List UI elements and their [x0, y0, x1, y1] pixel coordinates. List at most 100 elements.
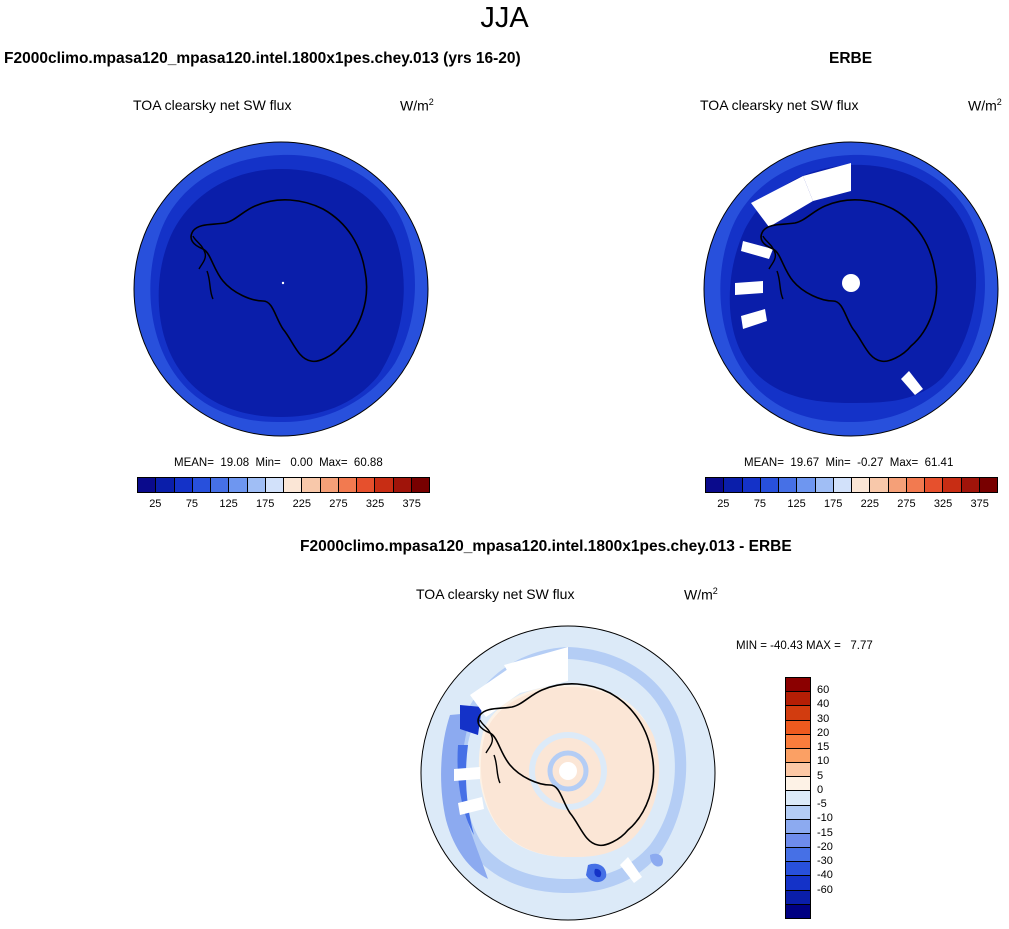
colorbar-swatch-obs-15	[979, 478, 997, 492]
colorbar-swatch-obs-13	[943, 478, 962, 492]
colorbar-tick-model-7: 375	[402, 498, 421, 510]
colorbar-swatch-model-15	[411, 478, 429, 492]
panel-title-diff: F2000climo.mpasa120_mpasa120.intel.1800x…	[300, 538, 792, 555]
variable-label-obs: TOA clearsky net SW flux	[700, 97, 859, 113]
colorbar-swatch-obs-14	[961, 478, 980, 492]
colorbar-swatch-obs-7	[833, 478, 852, 492]
colorbar-swatch-diff-12	[786, 848, 810, 863]
colorbar-swatch-model-10	[320, 478, 339, 492]
units-label-obs: W/m2	[968, 97, 1002, 114]
polar-map-model	[133, 141, 429, 437]
colorbar-label-diff-8: -5	[817, 798, 827, 811]
colorbar-swatch-diff-15	[786, 890, 810, 905]
units-label-diff: W/m2	[684, 586, 718, 603]
colorbar-tick-obs-3: 175	[824, 498, 843, 510]
panel-title-model: F2000climo.mpasa120_mpasa120.intel.1800x…	[4, 50, 521, 67]
colorbar-labels-diff: 60 40 30 20 15 10 5 0 -5 -10 -15 -20 -30 -40 -60	[817, 677, 857, 919]
colorbar-swatch-diff-8	[786, 791, 810, 806]
colorbar-tick-model-2: 125	[219, 498, 238, 510]
colorbar-swatch-model-4	[211, 478, 230, 492]
colorbar-label-diff-12: -30	[817, 855, 833, 868]
colorbar-swatch-obs-1	[724, 478, 743, 492]
colorbar-label-diff-3: 20	[817, 726, 830, 739]
colorbar-tick-obs-0: 25	[717, 498, 730, 510]
colorbar-swatch-diff-16	[786, 904, 810, 918]
colorbar-swatch-obs-3	[760, 478, 779, 492]
colorbar-swatch-diff-13	[786, 862, 810, 877]
colorbar-swatch-model-1	[156, 478, 175, 492]
stats-obs: MEAN= 19.67 Min= -0.27 Max= 61.41	[744, 457, 954, 469]
colorbar-swatch-obs-0	[706, 478, 725, 492]
colorbar-tick-model-6: 325	[365, 498, 385, 510]
colorbar-swatch-obs-6	[815, 478, 834, 492]
colorbar-swatch-diff-1	[786, 692, 810, 707]
colorbar-swatch-model-7	[265, 478, 284, 492]
colorbar-swatch-model-0	[138, 478, 157, 492]
colorbar-label-diff-13: -40	[817, 869, 833, 882]
colorbar-tick-obs-4: 225	[860, 498, 879, 510]
variable-label-model: TOA clearsky net SW flux	[133, 97, 292, 113]
colorbar-swatch-obs-4	[779, 478, 798, 492]
colorbar-tick-model-1: 75	[185, 498, 199, 510]
colorbar-swatch-diff-9	[786, 805, 810, 820]
polar-map-obs	[703, 141, 999, 437]
polar-map-diff	[420, 625, 716, 921]
colorbar-swatch-diff-3	[786, 720, 810, 735]
colorbar-swatch-diff-6	[786, 763, 810, 778]
variable-label-diff: TOA clearsky net SW flux	[416, 586, 575, 602]
colorbar-tick-obs-7: 375	[970, 498, 989, 510]
colorbar-label-diff-4: 15	[817, 741, 830, 754]
colorbar-swatch-obs-8	[852, 478, 871, 492]
colorbar-swatch-obs-5	[797, 478, 816, 492]
colorbar-swatch-obs-2	[742, 478, 761, 492]
colorbar-swatch-diff-0	[786, 678, 810, 693]
colorbar-tick-obs-1: 75	[753, 498, 767, 510]
colorbar-swatch-diff-11	[786, 833, 810, 849]
colorbar-swatch-diff-10	[786, 819, 810, 834]
colorbar-swatch-model-9	[302, 478, 321, 492]
colorbar-obs	[705, 477, 998, 493]
colorbar-label-diff-1: 40	[817, 698, 830, 711]
colorbar-swatch-model-11	[338, 478, 357, 492]
colorbar-label-diff-6: 5	[817, 769, 824, 782]
colorbar-label-diff-2: 30	[817, 712, 830, 725]
colorbar-ticks-model: 25 75 125 175 225 275 325 375	[137, 498, 430, 512]
stats-diff: MIN = -40.43 MAX = 7.77	[736, 640, 873, 652]
colorbar-label-diff-9: -10	[817, 812, 833, 825]
colorbar-label-diff-14: -60	[817, 883, 833, 896]
colorbar-label-diff-0: 60	[817, 684, 830, 697]
colorbar-tick-obs-5: 275	[897, 498, 916, 510]
colorbar-swatch-model-6	[247, 478, 266, 492]
colorbar-swatch-obs-12	[925, 478, 944, 492]
colorbar-model	[137, 477, 430, 493]
colorbar-swatch-model-3	[192, 478, 211, 492]
colorbar-tick-model-5: 275	[329, 498, 348, 510]
units-label-model: W/m2	[400, 97, 434, 114]
colorbar-diff	[785, 677, 811, 919]
colorbar-swatch-diff-14	[786, 876, 810, 891]
colorbar-swatch-obs-10	[888, 478, 907, 492]
panel-title-obs: ERBE	[829, 50, 873, 67]
colorbar-tick-obs-2: 125	[787, 498, 806, 510]
colorbar-label-diff-7: 0	[817, 783, 824, 796]
colorbar-swatch-model-5	[229, 478, 248, 492]
colorbar-swatch-obs-11	[906, 478, 925, 492]
colorbar-swatch-obs-9	[870, 478, 889, 492]
colorbar-tick-model-3: 175	[256, 498, 275, 510]
colorbar-label-diff-10: -15	[817, 826, 833, 839]
figure-title: JJA	[480, 2, 529, 34]
colorbar-ticks-obs: 25 75 125 175 225 275 325 375	[705, 498, 998, 512]
colorbar-swatch-model-2	[174, 478, 193, 492]
colorbar-label-diff-11: -20	[817, 840, 833, 853]
colorbar-tick-model-0: 25	[149, 498, 162, 510]
stats-model: MEAN= 19.08 Min= 0.00 Max= 60.88	[174, 457, 383, 469]
colorbar-swatch-model-14	[393, 478, 412, 492]
colorbar-swatch-diff-7	[786, 777, 810, 792]
colorbar-label-diff-5: 10	[817, 755, 830, 768]
colorbar-tick-model-4: 225	[292, 498, 311, 510]
colorbar-swatch-diff-2	[786, 706, 810, 721]
colorbar-swatch-model-13	[375, 478, 394, 492]
colorbar-tick-obs-6: 325	[933, 498, 953, 510]
colorbar-swatch-diff-5	[786, 748, 810, 764]
colorbar-swatch-diff-4	[786, 734, 810, 749]
